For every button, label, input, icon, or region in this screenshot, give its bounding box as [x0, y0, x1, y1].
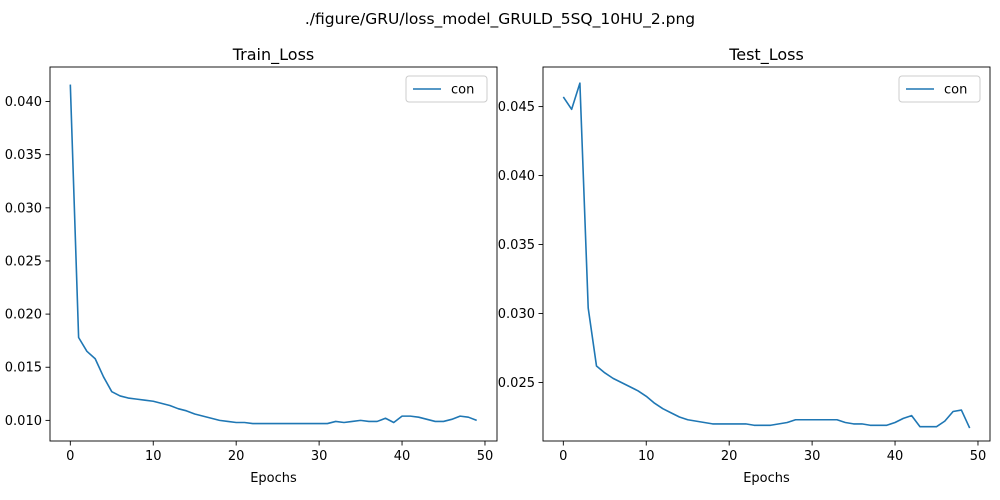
- train-loss-x-tick-label: 20: [228, 449, 245, 464]
- test-loss-title: Test_Loss: [728, 45, 804, 65]
- test-loss-x-tick-label: 50: [970, 449, 987, 464]
- test-loss-y-tick-label: 0.045: [498, 100, 535, 115]
- train-loss-x-tick-label: 50: [477, 449, 494, 464]
- train-loss-y-tick-label: 0.015: [5, 361, 42, 376]
- test-loss-legend: [898, 75, 981, 103]
- train-loss-y-tick-label: 0.025: [5, 254, 42, 269]
- test-loss-y-tick-label: 0.040: [498, 169, 535, 184]
- train-loss-title: Train_Loss: [232, 45, 314, 65]
- train-loss-legend: [405, 75, 488, 103]
- test-loss-x-tick-label: 30: [804, 449, 821, 464]
- test-loss-series-line: [562, 82, 971, 429]
- train-loss-axes: Train_Loss 0 10 20 30 40 50 0.010 0.015 0.020 0.02…: [5, 45, 498, 486]
- test-loss-y-tick-label: 0.025: [498, 376, 535, 391]
- train-loss-y-tick-label: 0.035: [5, 148, 42, 163]
- train-loss-x-tick-label: 30: [311, 449, 328, 464]
- figure-suptitle: ./figure/GRU/loss_model_GRULD_5SQ_10HU_2…: [305, 10, 695, 29]
- train-loss-series-line: [69, 84, 477, 425]
- train-loss-legend-label: con: [451, 83, 474, 98]
- train-loss-y-tick-label: 0.030: [5, 201, 42, 216]
- train-loss-x-tick-label: 40: [394, 449, 411, 464]
- train-loss-x-tick-label: 10: [145, 449, 162, 464]
- test-loss-x-tick-label: 10: [638, 449, 655, 464]
- test-loss-legend-label: con: [944, 83, 967, 98]
- train-loss-y-tick-label: 0.010: [5, 414, 42, 429]
- test-loss-y-tick-label: 0.030: [498, 307, 535, 322]
- test-loss-axes-frame: [542, 66, 991, 442]
- test-loss-x-axis-label: Epochs: [743, 471, 790, 486]
- test-loss-x-tick-label: 0: [559, 449, 567, 464]
- train-loss-x-tick-label: 0: [66, 449, 74, 464]
- test-loss-x-tick-label: 40: [887, 449, 904, 464]
- train-loss-axes-frame: [49, 66, 498, 442]
- test-loss-axes: Test_Loss 0 10 20 30 40 50 0.025 0.030 0.035 0.040…: [498, 45, 991, 486]
- test-loss-x-tick-label: 20: [721, 449, 738, 464]
- test-loss-y-tick-label: 0.035: [498, 238, 535, 253]
- train-loss-x-axis-label: Epochs: [250, 471, 297, 486]
- train-loss-y-tick-label: 0.020: [5, 308, 42, 323]
- train-loss-y-tick-label: 0.040: [5, 95, 42, 110]
